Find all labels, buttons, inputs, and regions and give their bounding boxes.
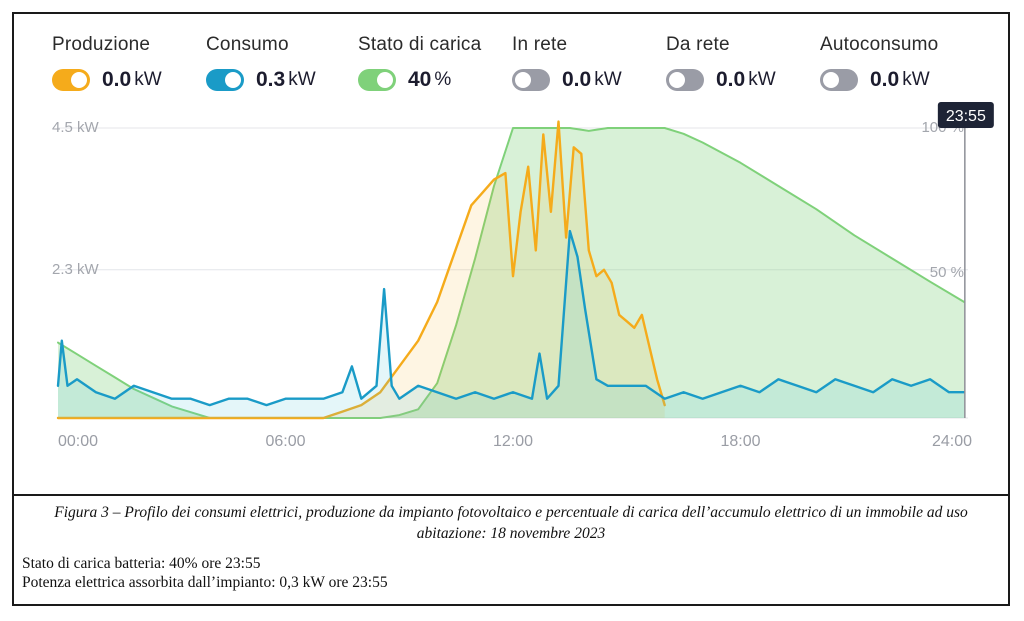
x-tick-label: 06:00 xyxy=(265,433,305,450)
legend-unit-stato-di-carica: % xyxy=(434,69,452,90)
legend-item-stato-di-carica: Stato di carica 40% xyxy=(358,34,482,91)
figure-caption: Figura 3 – Profilo dei consumi elettrici… xyxy=(14,494,1008,604)
figure-frame: Produzione 0.0 kW Consumo 0.3 kW Stato di cari… xyxy=(12,12,1010,606)
toggle-da-rete[interactable] xyxy=(666,69,704,91)
x-tick-label: 24:00 xyxy=(932,433,972,450)
legend-item-da-rete: Da rete 0.0 kW xyxy=(666,34,776,91)
legend-item-consumo: Consumo 0.3 kW xyxy=(206,34,316,91)
toggle-stato-di-carica[interactable] xyxy=(358,69,396,91)
legend-label-produzione: Produzione xyxy=(52,34,151,55)
legend-label-stato-di-carica: Stato di carica xyxy=(358,34,482,55)
legend-item-autoconsumo: Autoconsumo 0.0 kW xyxy=(820,34,939,91)
series-line-stato-di-carica xyxy=(57,127,966,419)
legend-item-produzione: Produzione 0.0 kW xyxy=(52,34,162,91)
legend-label-autoconsumo: Autoconsumo xyxy=(820,34,939,55)
legend-unit-in-rete: kW xyxy=(594,69,622,90)
legend-label-da-rete: Da rete xyxy=(666,34,730,55)
legend-value-produzione: 0.0 xyxy=(102,68,132,91)
y-left-tick-label: 2.3 kW xyxy=(52,261,100,278)
time-cursor-label: 23:55 xyxy=(946,108,986,125)
legend-value-consumo: 0.3 xyxy=(256,68,286,91)
x-tick-label: 12:00 xyxy=(493,433,533,450)
toggle-knob xyxy=(515,72,531,88)
series-area-stato-di-carica xyxy=(58,128,965,418)
toggle-produzione[interactable] xyxy=(52,69,90,91)
x-tick-label: 18:00 xyxy=(720,433,760,450)
time-cursor-badge xyxy=(937,102,994,128)
toggle-in-rete[interactable] xyxy=(512,69,550,91)
caption-power-line: Potenza elettrica assorbita dall’impiant… xyxy=(22,574,388,591)
series-area-consumo xyxy=(58,231,965,418)
toggle-knob xyxy=(669,72,685,88)
y-right-tick-label: 50 % xyxy=(930,264,964,281)
caption-battery-line: Stato di carica batteria: 40% ore 23:55 xyxy=(22,555,261,572)
legend-label-consumo: Consumo xyxy=(206,34,289,55)
series-line-consumo xyxy=(56,229,966,407)
toggle-knob xyxy=(377,72,393,88)
legend-value-da-rete: 0.0 xyxy=(716,68,746,91)
energy-dashboard-panel: Produzione 0.0 kW Consumo 0.3 kW Stato di cari… xyxy=(14,14,1008,494)
toggle-knob xyxy=(823,72,839,88)
legend-unit-produzione: kW xyxy=(134,69,162,90)
legend-value-in-rete: 0.0 xyxy=(562,68,592,91)
toggle-consumo[interactable] xyxy=(206,69,244,91)
toggle-knob xyxy=(225,72,241,88)
toggle-autoconsumo[interactable] xyxy=(820,69,858,91)
toggle-knob xyxy=(71,72,87,88)
series-line-produzione xyxy=(56,120,666,420)
legend-unit-consumo: kW xyxy=(288,69,316,90)
caption-title: Figura 3 – Profilo dei consumi elettrici… xyxy=(54,504,968,542)
legend-value-stato-di-carica: 40 xyxy=(408,68,432,91)
legend-value-autoconsumo: 0.0 xyxy=(870,68,900,91)
legend-unit-autoconsumo: kW xyxy=(902,69,930,90)
x-tick-label: 00:00 xyxy=(58,433,98,450)
legend-label-in-rete: In rete xyxy=(512,34,568,55)
y-left-tick-label: 4.5 kW xyxy=(52,119,100,136)
legend-item-in-rete: In rete 0.0 kW xyxy=(512,34,622,91)
series-area-produzione xyxy=(58,121,665,418)
legend-unit-da-rete: kW xyxy=(748,69,776,90)
